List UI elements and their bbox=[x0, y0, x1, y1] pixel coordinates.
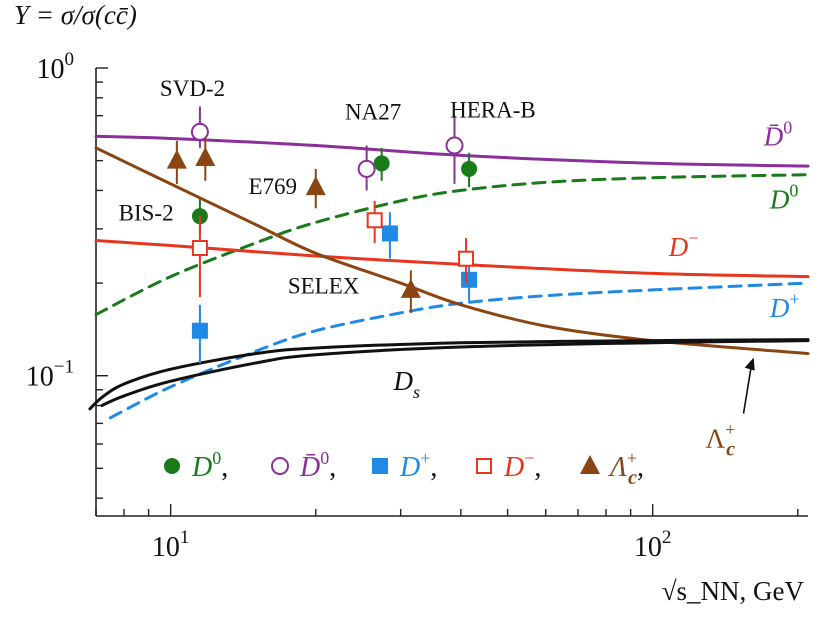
legend-label-1: D̄0, bbox=[299, 448, 336, 483]
axes: 101 102 100 10−1 Y = σ/σ(cc̄) √s_NN, GeV bbox=[14, 0, 808, 606]
point-d0-2 bbox=[461, 160, 478, 177]
point-lambda-13 bbox=[195, 146, 216, 166]
curve-d0-1 bbox=[94, 173, 810, 317]
curve-label-3: D+ bbox=[769, 289, 800, 323]
point-d0bar-3 bbox=[190, 122, 209, 141]
point-dplus-7 bbox=[381, 225, 398, 242]
curve-ds-6 bbox=[100, 339, 810, 407]
legend-marker-1 bbox=[271, 457, 289, 475]
legend-marker-3 bbox=[476, 458, 492, 474]
legend-marker-2 bbox=[372, 458, 388, 474]
curve-d0bar-0 bbox=[94, 134, 810, 168]
y-tick-label: 100 bbox=[37, 49, 75, 85]
experiment-label-2: HERA-B bbox=[450, 98, 536, 123]
point-lambda-14 bbox=[305, 176, 326, 196]
curve-label-2: D− bbox=[668, 228, 699, 262]
legend-marker-4 bbox=[580, 455, 600, 474]
x-tick-label: 102 bbox=[634, 527, 672, 563]
experiment-label-1: NA27 bbox=[345, 100, 401, 125]
legend-label-2: D+, bbox=[399, 448, 437, 483]
y-tick-label: 10−1 bbox=[26, 357, 74, 393]
point-dplus-6 bbox=[191, 322, 208, 339]
legend: D0, D̄0, D+, D−, Λ+ c, bbox=[164, 448, 644, 489]
experiment-label-4: BIS-2 bbox=[119, 200, 174, 225]
point-d0bar-4 bbox=[357, 159, 376, 178]
point-d0-1 bbox=[373, 155, 390, 172]
legend-label-4: Λ+ c, bbox=[607, 448, 644, 489]
curve-label-4: Ds bbox=[393, 366, 421, 402]
point-dminus-9 bbox=[191, 240, 208, 257]
data-points bbox=[166, 106, 478, 363]
lambda-label: Λ+ c bbox=[706, 420, 736, 461]
y-axis-title: Y = σ/σ(cc̄) bbox=[14, 0, 137, 30]
annotations: SVD-2 NA27 HERA-B E769 BIS-2 SELEX D̄0 D0 D− D+ Ds… bbox=[119, 76, 800, 460]
point-lambda-15 bbox=[400, 278, 421, 298]
experiment-label-0: SVD-2 bbox=[160, 76, 225, 101]
curve-label-1: D0 bbox=[769, 180, 799, 214]
legend-label-0: D0, bbox=[191, 448, 228, 483]
point-dplus-8 bbox=[461, 271, 478, 288]
lambda-arrow-line bbox=[742, 363, 753, 414]
x-tick-label: 101 bbox=[152, 527, 190, 563]
experiment-label-3: E769 bbox=[248, 174, 297, 199]
curve-label-0: D̄0 bbox=[763, 117, 793, 151]
lambda-arrow-head bbox=[744, 357, 755, 371]
curve-dminus-2 bbox=[94, 239, 810, 279]
legend-label-3: D−, bbox=[503, 448, 541, 483]
x-axis-title: √s_NN, GeV bbox=[662, 576, 805, 606]
point-lambda-12 bbox=[166, 149, 187, 169]
experiment-label-5: SELEX bbox=[288, 273, 360, 298]
curves bbox=[88, 134, 810, 420]
point-d0bar-5 bbox=[445, 136, 464, 155]
point-dminus-11 bbox=[458, 250, 475, 267]
curve-ds-5 bbox=[88, 338, 810, 411]
legend-marker-0 bbox=[164, 458, 180, 474]
point-dminus-10 bbox=[366, 212, 383, 229]
